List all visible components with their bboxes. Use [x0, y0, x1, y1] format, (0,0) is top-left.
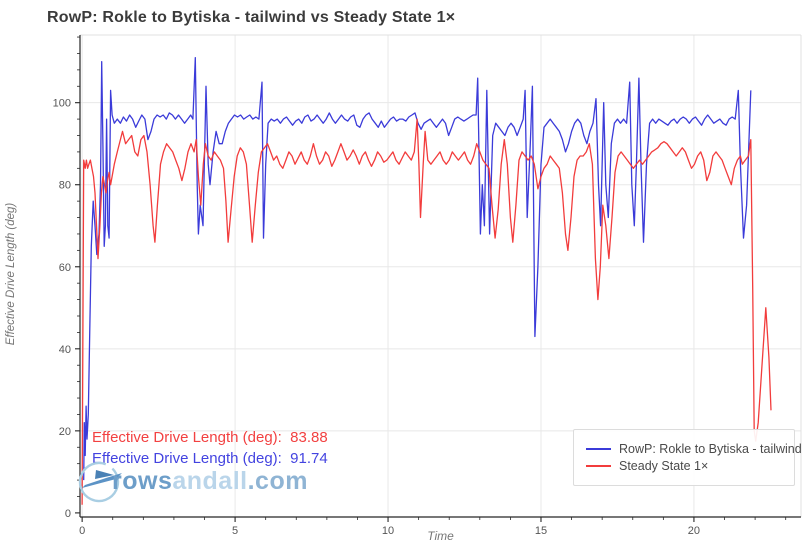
boat-icon — [78, 461, 122, 503]
annotation-blue-value: Effective Drive Length (deg): 91.74 — [92, 450, 328, 467]
logo-text: rowsandall.com — [112, 467, 308, 496]
svg-text:0: 0 — [79, 525, 85, 537]
legend-line-red — [586, 465, 611, 467]
rowsandall-logo[interactable]: rowsandall.com — [76, 458, 308, 504]
chart-title: RowP: Rokle to Bytiska - tailwind vs Ste… — [47, 9, 456, 26]
svg-text:20: 20 — [688, 525, 700, 537]
logo-part-com: .com — [247, 466, 308, 495]
annotation-red-value: Effective Drive Length (deg): 83.88 — [92, 429, 328, 446]
logo-part-andall: andall — [172, 466, 248, 495]
legend: RowP: Rokle to Bytiska - tailwind Steady… — [573, 429, 802, 486]
x-axis-label: Time — [427, 529, 454, 543]
svg-text:20: 20 — [59, 426, 71, 438]
svg-text:15: 15 — [535, 525, 547, 537]
svg-text:10: 10 — [382, 525, 394, 537]
svg-text:100: 100 — [53, 98, 71, 110]
legend-item-steady-state: Steady State 1× — [586, 459, 782, 473]
svg-text:80: 80 — [59, 180, 71, 192]
svg-text:0: 0 — [65, 508, 71, 520]
logo-part-rows: rows — [112, 466, 173, 495]
legend-item-tailwind: RowP: Rokle to Bytiska - tailwind — [586, 442, 802, 456]
svg-text:5: 5 — [232, 525, 238, 537]
legend-line-blue — [586, 448, 611, 450]
svg-text:40: 40 — [59, 344, 71, 356]
svg-text:60: 60 — [59, 262, 71, 274]
